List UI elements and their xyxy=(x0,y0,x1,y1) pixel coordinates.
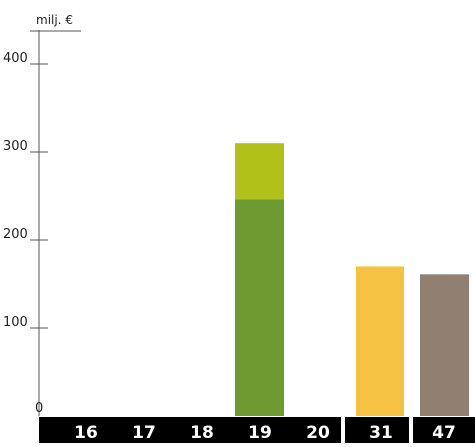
y-axis: milj. € 0 100 200 300 400 xyxy=(3,13,81,416)
bar-47-segment-3 xyxy=(420,274,469,416)
x-tick-label: 18 xyxy=(190,423,214,443)
category-band: 16 17 18 19 20 31 47 xyxy=(39,417,475,443)
category-band-segment xyxy=(39,417,341,443)
category-band-segment xyxy=(345,417,409,443)
category-band-segment xyxy=(413,417,475,443)
y-tick-label: 400 xyxy=(3,51,28,66)
bar-19-segment-0 xyxy=(235,199,284,416)
y-tick-label: 300 xyxy=(3,139,28,154)
x-tick-label: 17 xyxy=(132,423,156,443)
y-tick-label: 0 xyxy=(35,401,43,416)
x-tick-label: 47 xyxy=(432,423,456,443)
x-tick-label: 16 xyxy=(74,423,98,443)
y-tick-label: 200 xyxy=(3,227,28,242)
x-tick-label: 31 xyxy=(369,423,393,443)
y-axis-unit-label: milj. € xyxy=(36,13,73,27)
x-tick-label: 20 xyxy=(306,423,330,443)
bar-31-segment-2 xyxy=(356,266,404,416)
bar-19-segment-1 xyxy=(235,143,284,200)
y-tick-label: 100 xyxy=(3,315,28,330)
x-tick-label: 19 xyxy=(248,423,272,443)
bars xyxy=(235,143,469,416)
